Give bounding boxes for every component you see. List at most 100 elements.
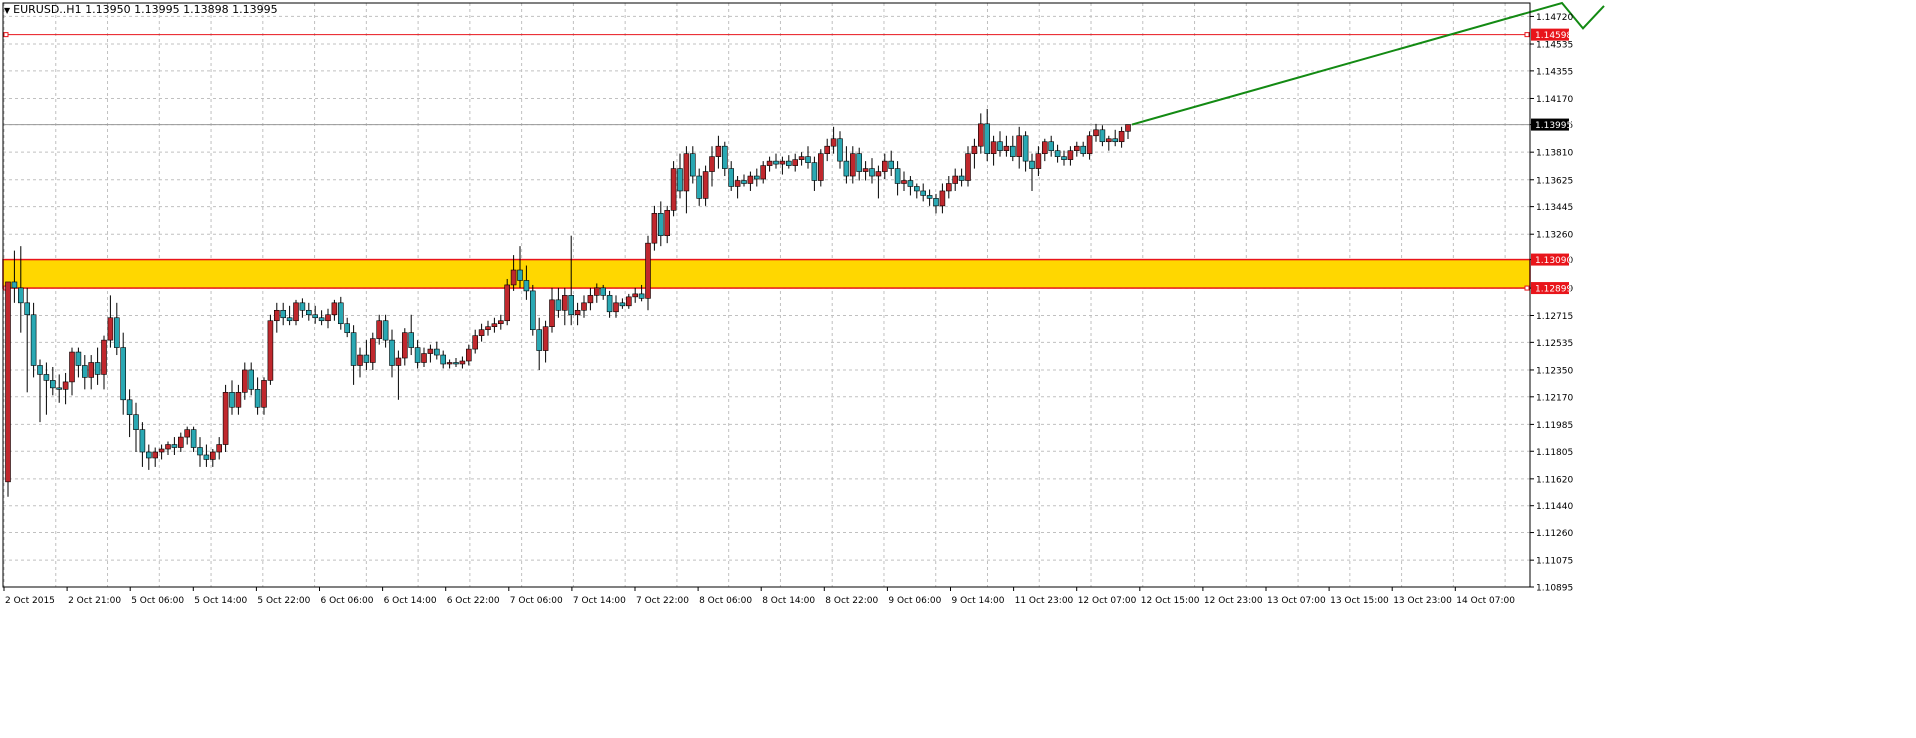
candle-body [888, 160, 895, 169]
candle-body [222, 392, 229, 445]
candle [229, 380, 235, 415]
y-tick-label: 1.11075 [1536, 557, 1573, 567]
candle [536, 317, 543, 370]
current-price-tag-label: 1.13995 [1535, 121, 1572, 131]
candle [965, 146, 971, 187]
candle-body [1099, 129, 1106, 143]
candle [785, 155, 792, 169]
candle [485, 320, 491, 336]
candle-body [824, 145, 831, 154]
candle-body [881, 160, 888, 172]
y-tick-label: 1.13625 [1536, 176, 1573, 186]
candle [24, 287, 31, 393]
candle-body [305, 309, 312, 316]
candle-body [830, 138, 837, 147]
candle-body [11, 281, 18, 289]
candle [1067, 146, 1074, 166]
candle [1035, 146, 1042, 177]
x-tick-label: 14 Oct 07:00 [1456, 596, 1515, 606]
candle-body [920, 190, 927, 196]
candle-body [369, 338, 376, 363]
candle [363, 340, 370, 370]
candle [849, 146, 856, 184]
candle-body [683, 153, 690, 192]
candle-body [82, 365, 88, 378]
y-tick-label: 1.11440 [1536, 502, 1573, 512]
candle [926, 189, 933, 206]
close-value: 1.13995 [232, 3, 278, 16]
candle [888, 150, 895, 177]
candle-body [632, 293, 639, 298]
x-tick-label: 5 Oct 14:00 [194, 596, 247, 606]
x-tick-label: 2 Oct 2015 [5, 596, 55, 606]
candle [152, 447, 158, 467]
candle [1074, 141, 1080, 157]
candle-body [43, 374, 50, 381]
candle-body [235, 392, 242, 408]
resistance-price-tag-label: 1.14598 [1535, 31, 1572, 41]
x-tick-label: 9 Oct 14:00 [952, 596, 1005, 606]
x-tick-label: 2 Oct 21:00 [68, 596, 121, 606]
candle [977, 113, 984, 154]
candle [248, 362, 254, 396]
y-tick-label: 1.10895 [1536, 584, 1573, 594]
zone-top-price-tag-label: 1.13090 [1535, 256, 1572, 266]
candle [465, 344, 472, 366]
candle [1080, 141, 1086, 157]
candle-body [216, 444, 222, 453]
candle-body [971, 145, 978, 154]
candle-body [581, 302, 587, 311]
candle-body [651, 213, 658, 244]
candle-body [318, 317, 325, 322]
x-tick-label: 7 Oct 14:00 [573, 596, 626, 606]
candle [1093, 123, 1099, 142]
candle [369, 332, 376, 370]
candle [1106, 135, 1112, 151]
candle-body [395, 357, 402, 366]
candle-body [389, 339, 395, 366]
candle [178, 432, 184, 453]
candle-body [363, 354, 370, 363]
candle [619, 298, 626, 309]
candle-body [56, 387, 63, 390]
candle-body [901, 180, 907, 184]
candle [1099, 125, 1106, 147]
candle-body [94, 362, 101, 375]
x-tick-label: 6 Oct 06:00 [321, 596, 374, 606]
candle-body [856, 153, 863, 172]
dropdown-triangle-icon[interactable]: ▼ [4, 6, 11, 15]
candle [933, 193, 939, 214]
low-value: 1.13898 [183, 3, 229, 16]
candle-body [408, 332, 415, 348]
candle [613, 295, 619, 318]
candle [1029, 153, 1035, 191]
y-tick-label: 1.12350 [1536, 366, 1573, 376]
y-tick-label: 1.14170 [1536, 95, 1573, 105]
candle [357, 347, 363, 378]
candle [651, 205, 658, 251]
candle-body [1054, 150, 1061, 157]
candle [581, 295, 587, 318]
x-tick-label: 13 Oct 07:00 [1267, 596, 1326, 606]
candle [638, 284, 645, 302]
candle [82, 355, 88, 390]
candle [62, 372, 69, 405]
candle [843, 146, 850, 184]
candle-body [945, 183, 952, 192]
candle-body [664, 210, 671, 237]
candle [709, 146, 715, 187]
candle-body [75, 351, 82, 366]
candle [549, 287, 555, 333]
candle-body [1086, 135, 1093, 154]
candle [222, 384, 229, 453]
candle-body [549, 299, 555, 327]
candle [990, 135, 997, 166]
candle [504, 278, 511, 326]
candle-body [1042, 141, 1048, 154]
candle-body [1016, 135, 1023, 157]
candle-body [869, 168, 875, 177]
candle [683, 146, 690, 214]
candle [235, 384, 242, 415]
